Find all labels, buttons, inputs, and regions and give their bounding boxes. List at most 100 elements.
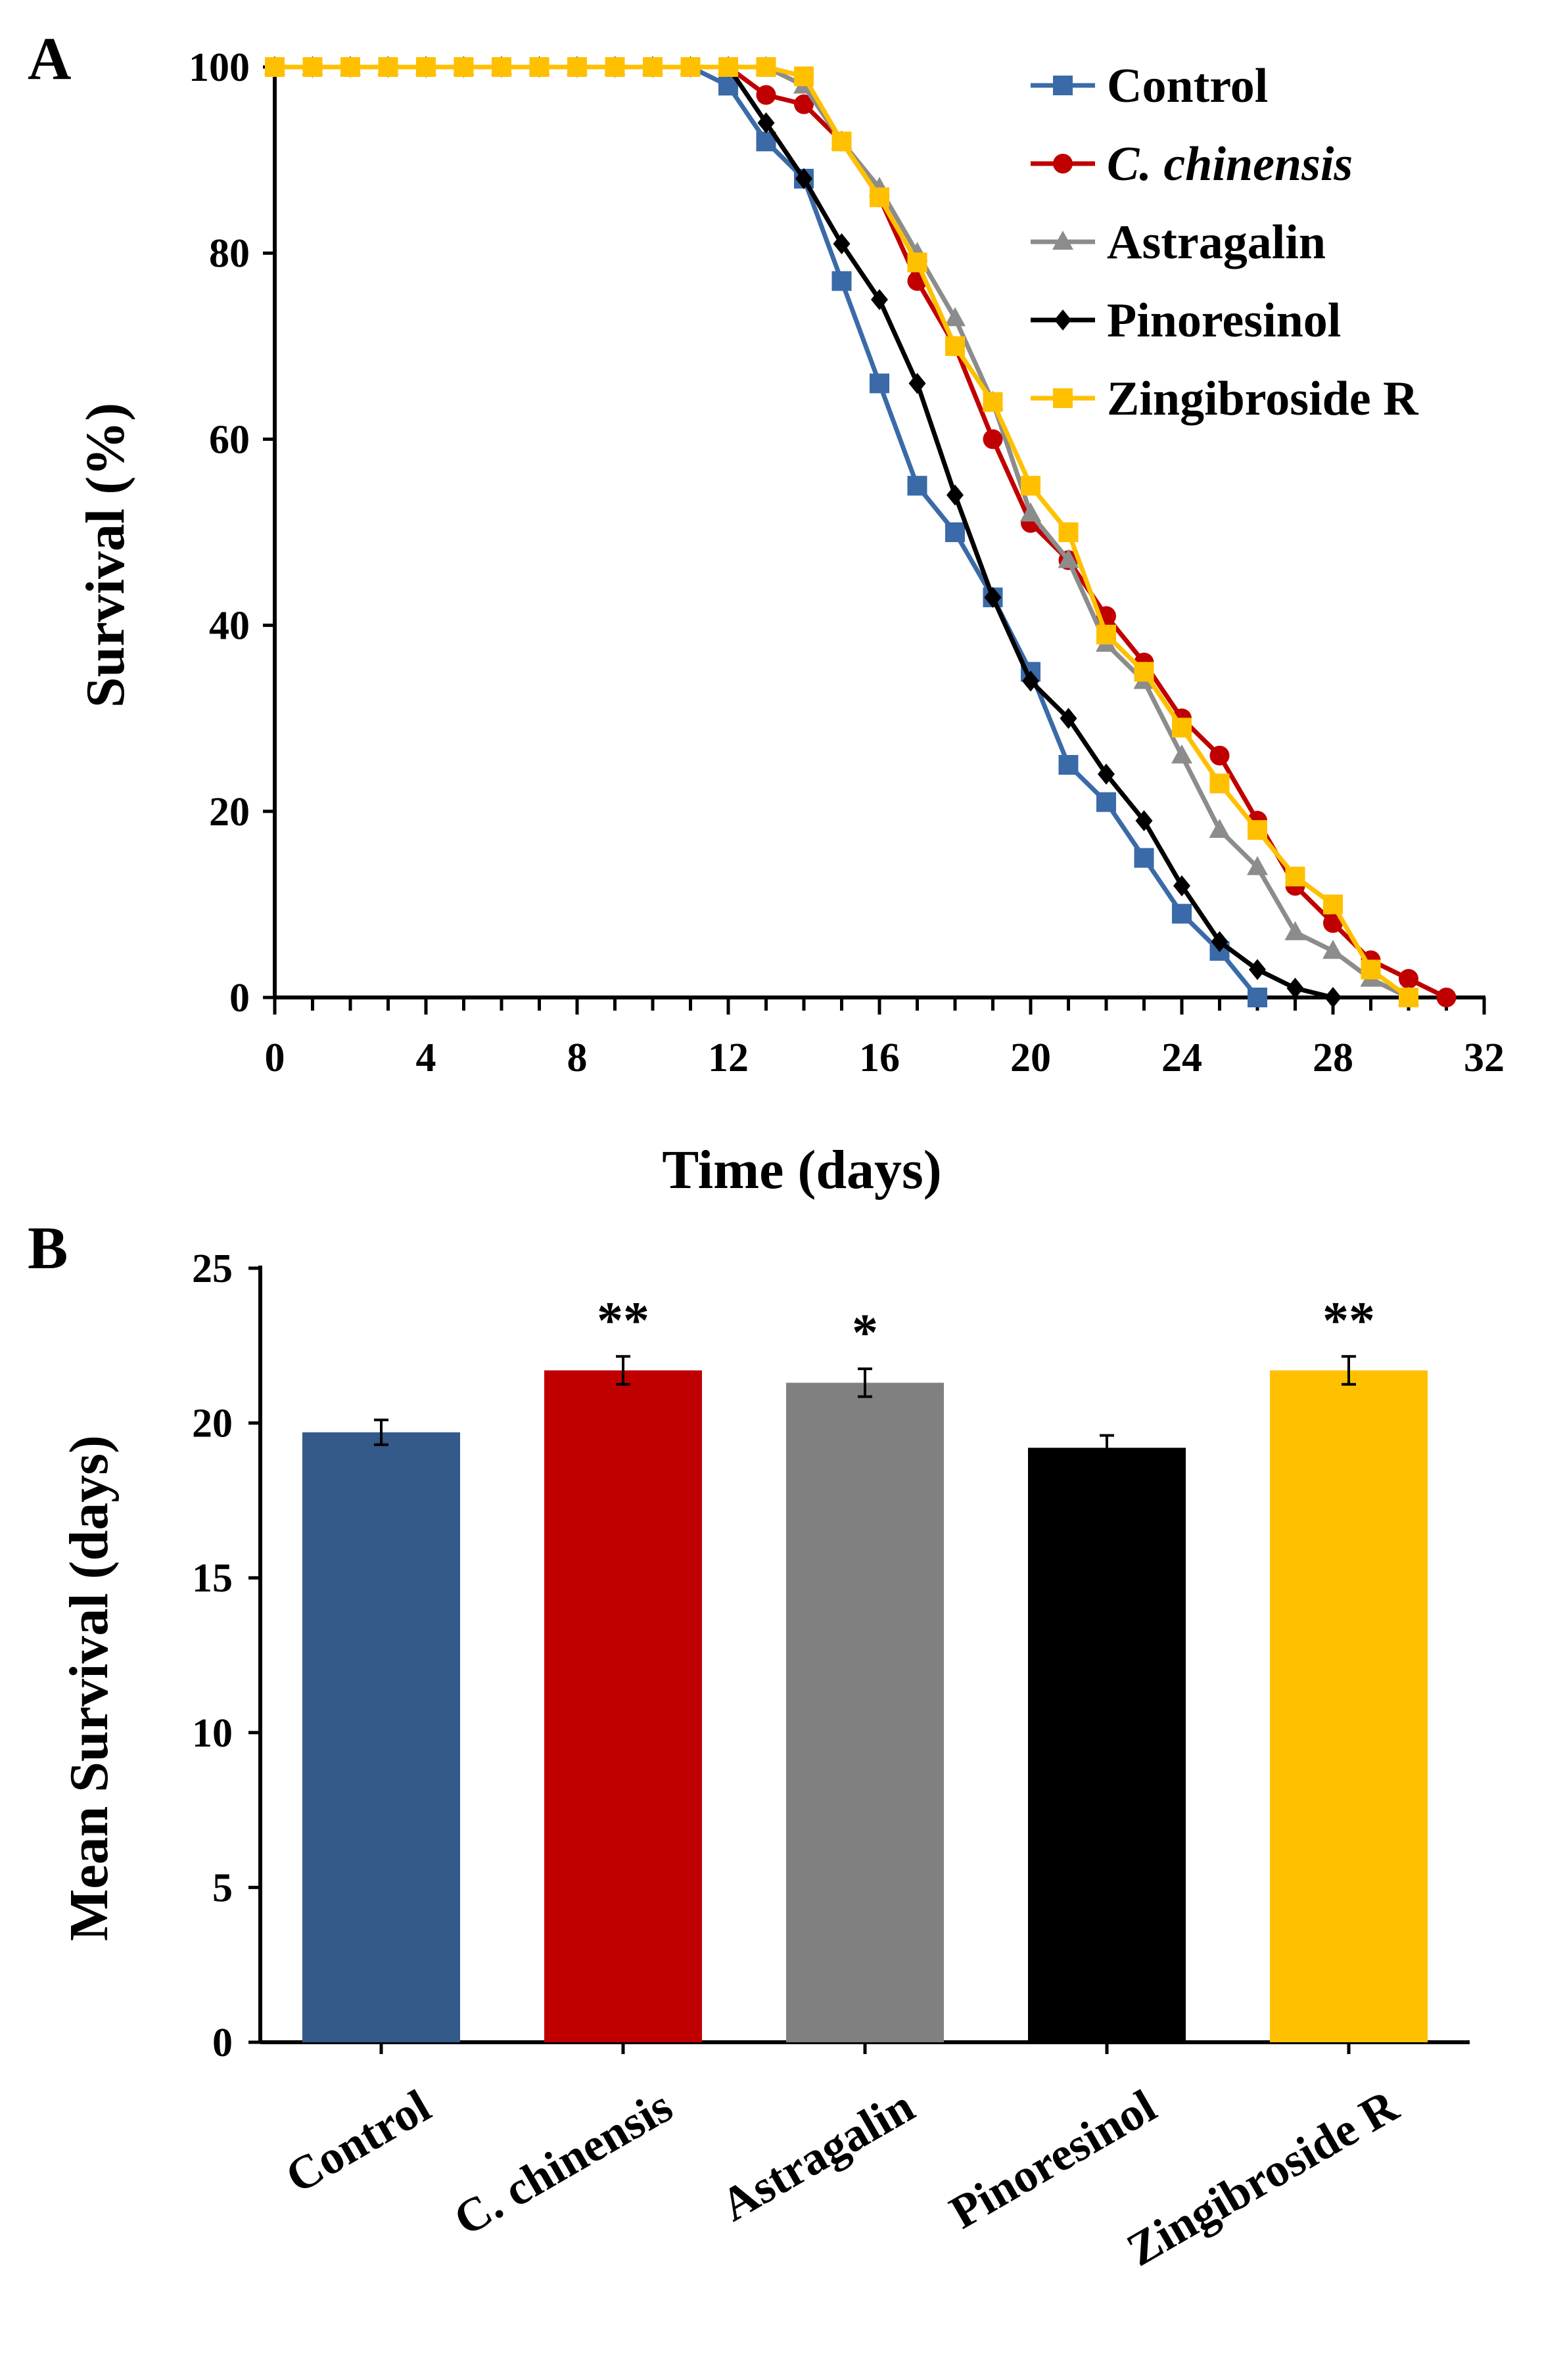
bar-control	[302, 1432, 460, 2042]
x-tick-label: 24	[1161, 1036, 1202, 1080]
data-point	[1361, 959, 1381, 980]
x-tick-label: 12	[708, 1036, 749, 1080]
data-point	[1058, 755, 1079, 775]
series-pinoresinol	[266, 57, 1342, 1008]
significance-marker: **	[597, 1292, 649, 1350]
data-point	[1211, 931, 1228, 953]
data-point	[1249, 959, 1266, 980]
y-tick-label: 40	[209, 604, 250, 649]
legend-swatch-marker	[1053, 388, 1073, 408]
bar-pinoresinol	[1028, 1448, 1186, 2042]
data-point	[1058, 522, 1079, 542]
data-point	[1286, 977, 1304, 999]
y-tick-label: 20	[192, 1402, 233, 1446]
data-point	[1096, 624, 1116, 645]
data-point	[983, 429, 1003, 449]
data-point	[605, 57, 625, 77]
data-point	[1248, 820, 1267, 840]
x-tick-label: 4	[416, 1036, 436, 1080]
series-line-control	[275, 64, 1259, 999]
data-point	[794, 66, 814, 87]
data-point	[1096, 792, 1116, 812]
x-axis-title: Time (days)	[662, 1139, 941, 1201]
data-point	[831, 271, 852, 291]
data-point	[1324, 987, 1342, 1008]
data-point	[833, 233, 851, 255]
data-point	[1436, 988, 1457, 1007]
data-point	[795, 168, 812, 189]
data-point	[454, 57, 474, 77]
y-tick-label: 80	[209, 231, 250, 276]
legend-swatch-marker	[1054, 309, 1071, 331]
legend-label: Astragalin	[1107, 216, 1326, 269]
x-tick-label: 0	[265, 1036, 285, 1080]
legend-label: Control	[1107, 59, 1268, 113]
bar-zingibroside-r	[1270, 1370, 1428, 2042]
data-point	[567, 57, 587, 77]
data-point	[1323, 894, 1343, 915]
y-tick-label: 25	[192, 1247, 233, 1291]
x-tick-label: 16	[859, 1036, 900, 1080]
series-line-c-chinensis	[275, 64, 1448, 1000]
data-point	[1399, 969, 1418, 989]
data-point	[794, 94, 814, 114]
data-point	[718, 57, 738, 77]
panel-a-letter: A	[28, 25, 71, 92]
data-point	[870, 187, 889, 208]
data-point	[1209, 773, 1230, 794]
y-tick-label: 60	[209, 417, 250, 462]
data-point	[984, 587, 1002, 608]
survival-line-chart: 0 20 40 60 80 100 0 4 8 12 16 20 24 28 32 Time (days) Su…	[75, 45, 1505, 1201]
data-point	[1135, 810, 1153, 831]
x-tick-label: 32	[1464, 1036, 1505, 1080]
data-point	[416, 57, 436, 77]
x-tick-label: 28	[1313, 1036, 1353, 1080]
legend-item-astragalin: Astragalin	[1031, 216, 1326, 269]
legend-swatch-marker	[1052, 231, 1073, 250]
mean-survival-bar-chart: 0 5 10 15 20 25 Mean Survival (days) Control ** C…	[58, 1247, 1470, 2276]
bar-group-c-chinensis: **	[544, 1292, 702, 2042]
data-point	[680, 57, 701, 77]
data-point	[945, 307, 966, 327]
panel-b-letter: B	[28, 1214, 68, 1281]
data-point	[1172, 904, 1192, 924]
data-point	[1134, 848, 1154, 868]
data-point	[302, 57, 323, 77]
data-point	[1020, 502, 1041, 522]
data-point	[1248, 988, 1267, 1007]
x-tick-label: 8	[567, 1036, 588, 1080]
y-tick-label: 0	[229, 976, 250, 1020]
significance-marker: *	[852, 1304, 878, 1362]
data-point	[756, 85, 776, 105]
legend-label: Pinoresinol	[1107, 294, 1341, 348]
data-point	[1171, 744, 1192, 764]
data-point	[756, 57, 776, 77]
data-point	[1399, 988, 1418, 1007]
series-line-zingibroside-r	[275, 64, 1411, 999]
legend-label: Zingibroside R	[1107, 372, 1419, 426]
x-category-label: Zingibroside R	[1118, 2079, 1407, 2276]
data-point	[831, 131, 852, 152]
data-point	[1209, 819, 1230, 838]
y-tick-label: 0	[212, 2021, 233, 2065]
data-point	[946, 484, 964, 506]
data-point	[1060, 708, 1077, 729]
bar-c-chinensis	[544, 1370, 702, 2042]
data-point	[340, 57, 360, 77]
data-point	[265, 57, 285, 77]
series-c-chinensis	[265, 57, 1457, 1007]
data-point	[1021, 476, 1040, 496]
data-point	[1098, 764, 1115, 785]
data-point	[1134, 662, 1154, 682]
data-point	[1022, 670, 1039, 692]
y-axis-title: Survival (%)	[75, 403, 136, 708]
x-category-label: Control	[277, 2080, 439, 2204]
legend-swatch-marker	[1053, 154, 1073, 173]
data-point	[1173, 875, 1190, 897]
data-point	[907, 252, 927, 273]
y-tick-label: 10	[192, 1711, 233, 1756]
bar-group-pinoresinol	[1028, 1434, 1186, 2042]
bar-group-control	[302, 1418, 460, 2042]
series-astragalin	[264, 56, 1419, 1005]
